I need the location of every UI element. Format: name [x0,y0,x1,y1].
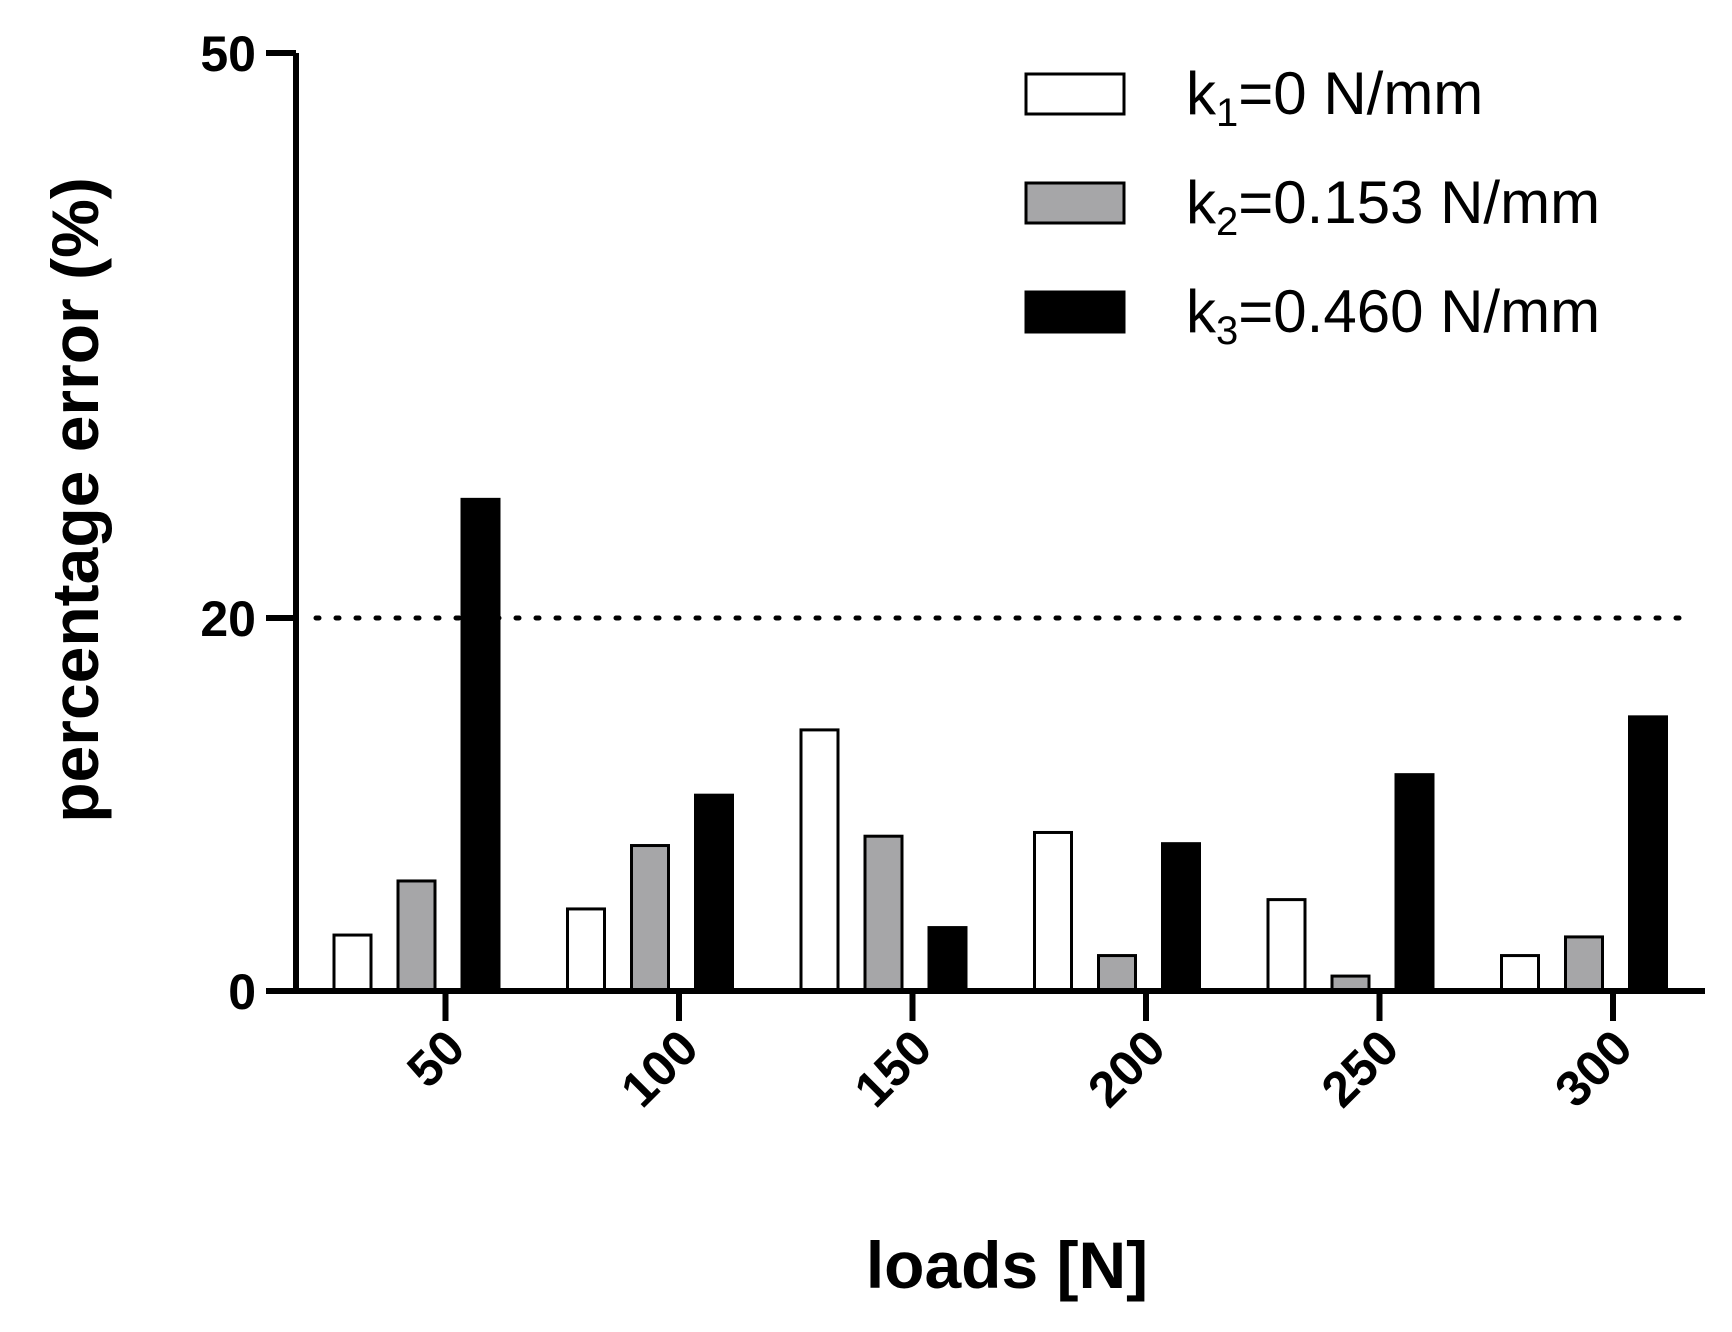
bar-300-series-3 [1628,715,1668,993]
y-tick-label-20: 20 [200,591,256,647]
bar-50-series-1 [332,933,373,993]
x-tick-label-50: 50 [396,1019,475,1098]
y-tick-label-50: 50 [200,26,256,82]
legend-swatch-series-1 [1024,72,1126,116]
bar-100-series-1 [566,907,606,993]
bar-50-series-2 [396,879,437,993]
bar-250-series-1 [1266,898,1307,993]
bar-250-series-3 [1394,773,1435,993]
legend-label-series-2: k2=0.153 N/mm [1186,169,1600,244]
legend-swatch-series-3 [1024,290,1126,334]
bar-300-series-2 [1564,935,1604,993]
bar-100-series-3 [694,793,734,993]
bar-100-series-2 [630,844,670,993]
bar-150-series-2 [863,834,904,993]
x-tick-label-100: 100 [610,1019,709,1118]
x-tick-label-200: 200 [1077,1019,1176,1118]
x-tick-label-250: 250 [1311,1019,1410,1118]
bar-150-series-3 [927,926,968,993]
legend-swatch-series-2 [1024,181,1126,225]
bar-200-series-1 [1033,830,1073,993]
bar-50-series-3 [460,497,501,993]
bar-200-series-2 [1097,954,1137,993]
bar-300-series-1 [1500,954,1540,993]
legend-label-series-1: k1=0 N/mm [1186,60,1483,135]
legend: k1=0 N/mm k2=0.153 N/mm k3=0.460 N/mm [1024,60,1600,353]
y-axis-title: percentage error (%) [38,177,112,823]
x-tick-label-150: 150 [844,1019,943,1118]
bar-150-series-1 [799,728,840,993]
x-axis-title: loads [N] [866,1228,1148,1302]
bar-200-series-3 [1161,842,1201,993]
x-tick-label-300: 300 [1544,1019,1643,1118]
legend-label-series-3: k3=0.460 N/mm [1186,278,1600,353]
y-tick-label-0: 0 [228,964,256,1020]
